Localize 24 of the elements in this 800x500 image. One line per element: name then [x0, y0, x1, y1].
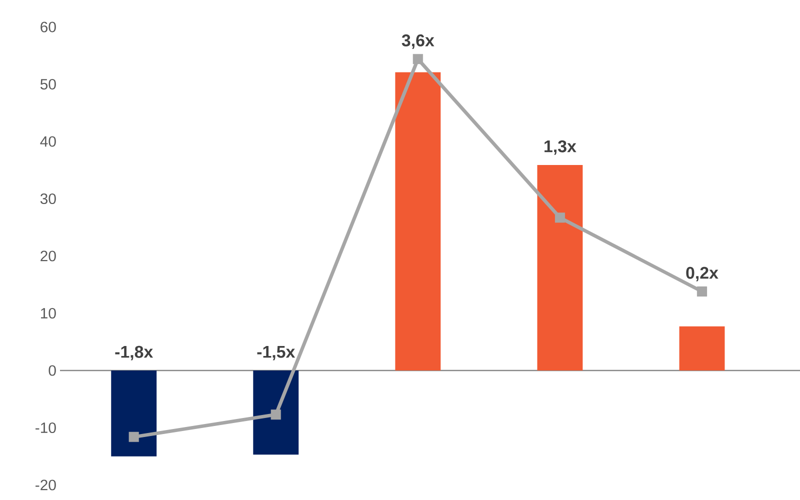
- y-tick-label: 50: [40, 78, 56, 90]
- y-tick-label: 30: [40, 193, 56, 204]
- annotation: -1,5x: [257, 346, 296, 360]
- annotation: -1,8x: [115, 346, 154, 360]
- point: [696, 286, 708, 297]
- y-tick-label: 0: [48, 365, 56, 376]
- point: [412, 54, 423, 64]
- y-tick-label: 40: [40, 136, 56, 147]
- y-tick-label: 60: [40, 22, 56, 32]
- annotation: 1,3x: [544, 140, 576, 155]
- bar: [395, 72, 441, 370]
- bar: [111, 370, 157, 456]
- annotation: 0,2x: [686, 266, 718, 282]
- bar: [537, 164, 583, 370]
- point: [128, 432, 139, 442]
- y-tick-label: 10: [41, 308, 56, 319]
- bar: [253, 370, 299, 455]
- point: [270, 410, 281, 420]
- point: [554, 212, 566, 223]
- annotation: 3,6x: [402, 34, 434, 49]
- y-tick-label: -10: [36, 422, 56, 434]
- y-tick-label: 20: [40, 250, 56, 262]
- bar: [679, 326, 725, 370]
- y-tick-label: -20: [36, 480, 56, 490]
